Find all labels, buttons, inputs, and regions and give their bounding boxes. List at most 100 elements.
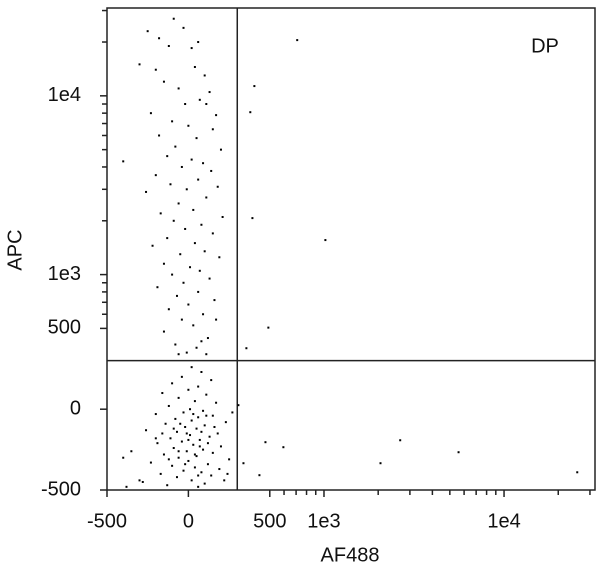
point bbox=[211, 128, 214, 131]
point bbox=[206, 442, 209, 445]
point bbox=[125, 485, 128, 488]
point bbox=[189, 408, 192, 411]
point bbox=[162, 453, 165, 456]
point bbox=[203, 74, 206, 77]
point bbox=[195, 346, 198, 349]
point bbox=[223, 479, 226, 482]
point bbox=[192, 324, 195, 327]
point bbox=[258, 474, 261, 477]
point bbox=[242, 462, 245, 465]
point bbox=[200, 340, 203, 343]
point bbox=[146, 30, 149, 33]
point bbox=[145, 429, 148, 432]
point bbox=[185, 188, 188, 191]
point bbox=[399, 439, 402, 442]
point bbox=[216, 185, 219, 188]
point bbox=[221, 215, 224, 218]
point bbox=[200, 371, 203, 374]
point bbox=[576, 471, 579, 474]
point bbox=[161, 432, 164, 435]
point bbox=[174, 343, 177, 346]
point bbox=[189, 266, 192, 269]
point bbox=[206, 337, 209, 340]
point bbox=[180, 318, 183, 321]
point bbox=[197, 485, 200, 488]
point bbox=[182, 411, 185, 414]
point bbox=[226, 472, 229, 475]
point bbox=[193, 65, 196, 68]
point bbox=[198, 269, 201, 272]
point bbox=[206, 463, 209, 466]
point bbox=[172, 17, 175, 20]
point bbox=[158, 134, 161, 137]
y-tick-label: -500 bbox=[41, 478, 81, 500]
point bbox=[180, 440, 183, 443]
point bbox=[228, 458, 231, 461]
point bbox=[457, 451, 460, 454]
point bbox=[249, 111, 252, 114]
point bbox=[182, 281, 185, 284]
point bbox=[205, 393, 208, 396]
point bbox=[180, 375, 183, 378]
point bbox=[213, 425, 216, 428]
point bbox=[187, 438, 190, 441]
point bbox=[156, 286, 159, 289]
point bbox=[237, 404, 240, 407]
point bbox=[177, 396, 180, 399]
point bbox=[245, 347, 248, 350]
point bbox=[205, 414, 208, 417]
point bbox=[187, 303, 190, 306]
point bbox=[267, 326, 270, 329]
point bbox=[171, 382, 174, 385]
point bbox=[184, 103, 187, 106]
point bbox=[145, 190, 148, 193]
point bbox=[208, 435, 211, 438]
point bbox=[197, 41, 200, 44]
point bbox=[198, 438, 201, 441]
point bbox=[197, 474, 200, 477]
point bbox=[174, 417, 177, 420]
point bbox=[193, 242, 196, 245]
point bbox=[190, 419, 193, 422]
point bbox=[167, 45, 170, 48]
point bbox=[159, 472, 162, 475]
point bbox=[177, 202, 180, 205]
point bbox=[162, 262, 165, 265]
point bbox=[189, 434, 192, 437]
plot-frame bbox=[106, 7, 596, 491]
point bbox=[198, 98, 201, 101]
point bbox=[187, 124, 190, 127]
point bbox=[149, 461, 152, 464]
point bbox=[213, 299, 216, 302]
point bbox=[203, 424, 206, 427]
point bbox=[211, 232, 214, 235]
point bbox=[195, 455, 198, 458]
point bbox=[184, 425, 187, 428]
point bbox=[184, 227, 187, 230]
point bbox=[202, 409, 205, 412]
point bbox=[190, 47, 193, 50]
point bbox=[177, 353, 180, 356]
point bbox=[156, 442, 159, 445]
point bbox=[193, 400, 196, 403]
point bbox=[184, 463, 187, 466]
point bbox=[195, 427, 198, 430]
point bbox=[175, 430, 178, 433]
y-tick-label: 500 bbox=[48, 317, 81, 339]
point bbox=[219, 445, 222, 448]
point bbox=[210, 474, 213, 477]
point bbox=[175, 476, 178, 479]
point bbox=[193, 453, 196, 456]
point bbox=[177, 87, 180, 90]
point bbox=[167, 458, 170, 461]
y-tick-label: 0 bbox=[70, 397, 81, 419]
point bbox=[185, 432, 188, 435]
point bbox=[197, 290, 200, 293]
point bbox=[211, 451, 214, 454]
point bbox=[197, 178, 200, 181]
x-tick-label: 1e4 bbox=[487, 510, 520, 532]
point bbox=[219, 148, 222, 151]
point bbox=[215, 114, 218, 117]
point bbox=[324, 239, 327, 242]
